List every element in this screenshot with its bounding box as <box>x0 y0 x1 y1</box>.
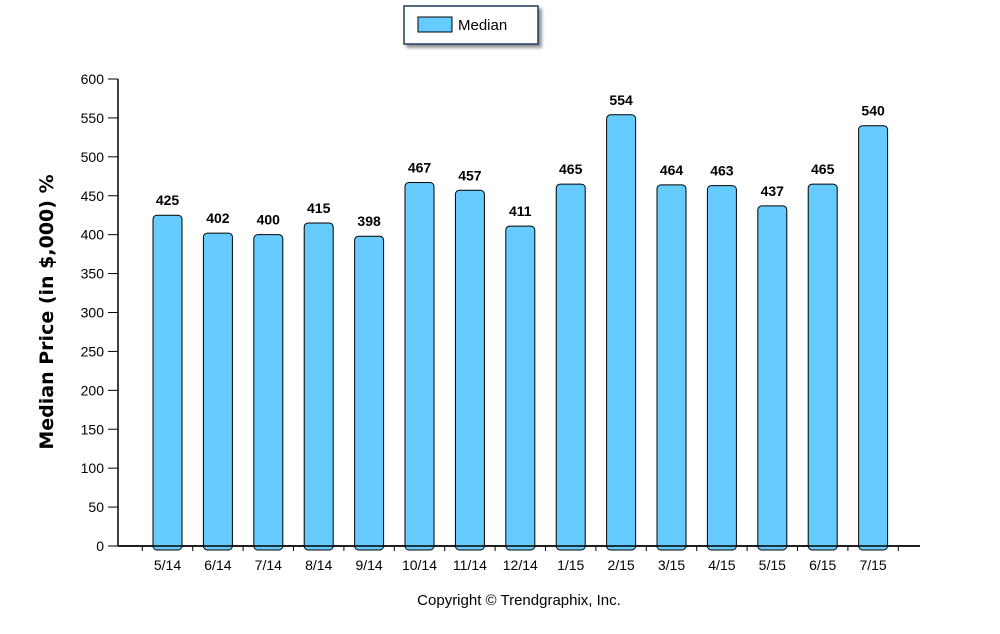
bar-3-15 <box>656 184 687 551</box>
y-tick-label: 150 <box>81 421 105 437</box>
data-label: 465 <box>559 161 583 177</box>
data-label: 554 <box>609 92 633 108</box>
y-axis-title: Median Price (in $,000) % <box>36 174 58 449</box>
bar-9-14 <box>354 235 385 551</box>
x-tick-label: 3/15 <box>658 557 685 573</box>
bar-1-15 <box>555 183 586 551</box>
data-label: 464 <box>660 162 684 178</box>
x-tick-label: 8/14 <box>305 557 332 573</box>
data-label: 402 <box>206 210 230 226</box>
legend-label-median: Median <box>458 17 507 34</box>
x-tick-label: 6/14 <box>204 557 231 573</box>
x-tick-label: 4/15 <box>708 557 735 573</box>
data-label: 467 <box>408 160 432 176</box>
data-label: 463 <box>710 163 734 179</box>
y-tick-label: 600 <box>81 71 105 87</box>
y-tick-label: 500 <box>81 149 105 165</box>
bar-11-14 <box>454 189 485 551</box>
y-tick-label: 200 <box>81 382 105 398</box>
x-tick-label: 12/14 <box>503 557 538 573</box>
x-tick-label: 11/14 <box>453 557 487 573</box>
y-tick-label: 400 <box>81 227 105 243</box>
bar-12-14 <box>505 225 536 551</box>
y-tick-label: 0 <box>96 538 104 554</box>
y-tick-label: 550 <box>81 110 105 126</box>
plot-area: 0 50 100 150 200 250 300 350 400 450 500 550 600 425 5… <box>81 71 920 573</box>
data-label: 437 <box>761 183 785 199</box>
x-tick-label: 5/15 <box>759 557 786 573</box>
data-label: 425 <box>156 192 180 208</box>
y-tick-label: 250 <box>81 343 105 359</box>
bar-2-15 <box>606 114 637 551</box>
y-tick-label: 100 <box>81 460 105 476</box>
data-label: 400 <box>257 212 281 228</box>
x-tick-label: 5/14 <box>154 557 181 573</box>
bar-7-15 <box>858 125 889 551</box>
x-tick-label: 9/14 <box>355 557 382 573</box>
data-label: 540 <box>861 103 885 119</box>
bar-4-15 <box>706 185 737 551</box>
bar-10-14 <box>404 182 435 551</box>
data-label: 415 <box>307 200 331 216</box>
bar-5-14 <box>152 214 183 551</box>
x-tick-label: 7/15 <box>859 557 886 573</box>
x-tick-label: 1/15 <box>557 557 584 573</box>
bar-7-14 <box>253 234 284 551</box>
x-tick-label: 10/14 <box>402 557 437 573</box>
bar-8-14 <box>303 222 334 551</box>
x-tick-label: 7/14 <box>255 557 282 573</box>
x-tick-label: 6/15 <box>809 557 836 573</box>
y-tick-label: 350 <box>81 266 105 282</box>
y-tick-label: 450 <box>81 188 105 204</box>
data-label: 457 <box>458 167 482 183</box>
data-label: 465 <box>811 161 835 177</box>
bar-5-15 <box>757 205 788 551</box>
data-label: 411 <box>509 203 532 219</box>
y-tick-label: 300 <box>81 305 105 321</box>
bar-6-15 <box>807 183 838 551</box>
copyright-text: Copyright © Trendgraphix, Inc. <box>417 592 621 609</box>
legend: Median <box>403 5 539 45</box>
bar-6-14 <box>202 232 233 551</box>
y-tick-label: 50 <box>88 499 104 515</box>
x-tick-label: 2/15 <box>607 557 634 573</box>
legend-swatch <box>417 16 453 33</box>
data-label: 398 <box>357 213 381 229</box>
